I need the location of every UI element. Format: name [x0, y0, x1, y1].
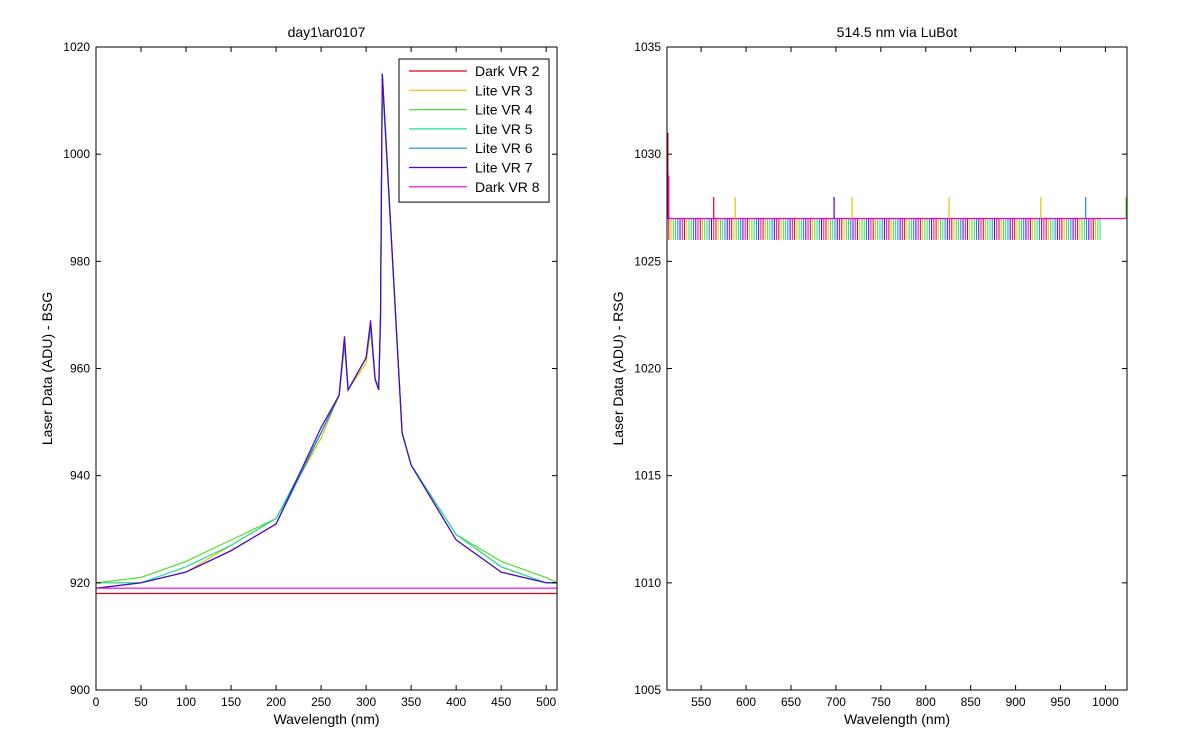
left-plot-area — [95, 73, 558, 595]
right-y-axis-label: Laser Data (ADU) - RSG — [610, 291, 626, 445]
x-tick-label: 200 — [266, 695, 286, 709]
legend-label: Lite VR 6 — [475, 140, 533, 156]
right-x-axis-label: Wavelength (nm) — [844, 711, 950, 727]
y-tick-label: 1010 — [634, 576, 661, 590]
y-tick-label: 940 — [70, 469, 90, 483]
legend: Dark VR 2 Lite VR 3 Lite VR 4 Lite VR 5 Lite… — [398, 58, 550, 203]
y-tick-label: 900 — [70, 683, 90, 697]
x-tick-label: 0 — [93, 695, 100, 709]
x-tick-label: 600 — [736, 695, 756, 709]
left-x-axis-label: Wavelength (nm) — [273, 711, 379, 727]
x-tick-label: 50 — [134, 695, 148, 709]
x-tick-label: 950 — [1051, 695, 1071, 709]
legend-label: Lite VR 3 — [475, 82, 533, 98]
right-axis-ticks: 550 600 650 700 750 800 850 900 950 1000 1005 1010 1… — [634, 40, 1127, 709]
y-tick-label: 960 — [70, 362, 90, 376]
x-tick-label: 750 — [871, 695, 891, 709]
x-tick-label: 250 — [311, 695, 331, 709]
x-tick-label: 700 — [826, 695, 846, 709]
legend-box — [398, 58, 550, 203]
right-chart: 550 600 650 700 750 800 850 900 950 1000 1005 1010 1… — [610, 24, 1128, 727]
x-tick-label: 850 — [961, 695, 981, 709]
x-tick-label: 100 — [176, 695, 196, 709]
x-tick-label: 650 — [781, 695, 801, 709]
left-chart: 0 50 100 150 200 250 300 350 400 450 500 900 920 940 9… — [39, 24, 558, 727]
legend-label: Lite VR 7 — [475, 160, 533, 176]
right-chart-title: 514.5 nm via LuBot — [837, 24, 958, 40]
y-tick-label: 1015 — [634, 469, 661, 483]
y-tick-label: 980 — [70, 254, 90, 268]
x-tick-label: 350 — [401, 695, 421, 709]
y-tick-label: 920 — [70, 576, 90, 590]
legend-label: Lite VR 5 — [475, 121, 533, 137]
legend-label: Dark VR 8 — [475, 179, 540, 195]
x-tick-label: 550 — [691, 695, 711, 709]
x-tick-label: 800 — [916, 695, 936, 709]
y-tick-label: 1005 — [634, 683, 661, 697]
left-chart-title: day1\ar0107 — [288, 24, 366, 40]
x-tick-label: 1000 — [1092, 695, 1119, 709]
y-tick-label: 1020 — [63, 40, 90, 54]
legend-label: Lite VR 4 — [475, 102, 533, 118]
x-tick-label: 300 — [356, 695, 376, 709]
x-tick-label: 450 — [491, 695, 511, 709]
x-tick-label: 150 — [221, 695, 241, 709]
series-line-lite-vr-7 — [95, 73, 557, 589]
left-y-axis-label: Laser Data (ADU) - BSG — [39, 292, 55, 445]
legend-label: Dark VR 2 — [475, 63, 540, 79]
left-axis-ticks: 0 50 100 150 200 250 300 350 400 450 500 900 920 940 9… — [63, 40, 557, 709]
y-tick-label: 1000 — [63, 147, 90, 161]
y-tick-label: 1025 — [634, 254, 661, 268]
x-tick-label: 400 — [446, 695, 466, 709]
right-plot-area — [667, 132, 1127, 240]
y-tick-label: 1035 — [634, 40, 661, 54]
x-tick-label: 500 — [536, 695, 556, 709]
y-tick-label: 1020 — [634, 362, 661, 376]
y-tick-label: 1030 — [634, 147, 661, 161]
x-tick-label: 900 — [1006, 695, 1026, 709]
